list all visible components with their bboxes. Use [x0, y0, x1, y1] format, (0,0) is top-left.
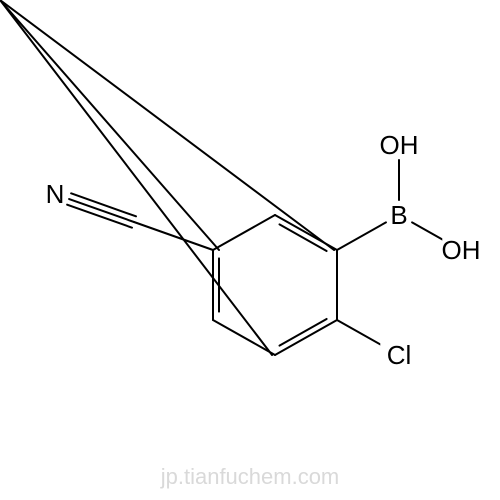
atom-label: N: [46, 179, 65, 209]
atom-label: B: [390, 200, 407, 230]
atom-label: OH: [380, 130, 419, 160]
atom-label: Cl: [387, 340, 412, 370]
molecule-structure: N Cl B OH OH: [0, 0, 500, 500]
atom-label: OH: [442, 235, 481, 265]
